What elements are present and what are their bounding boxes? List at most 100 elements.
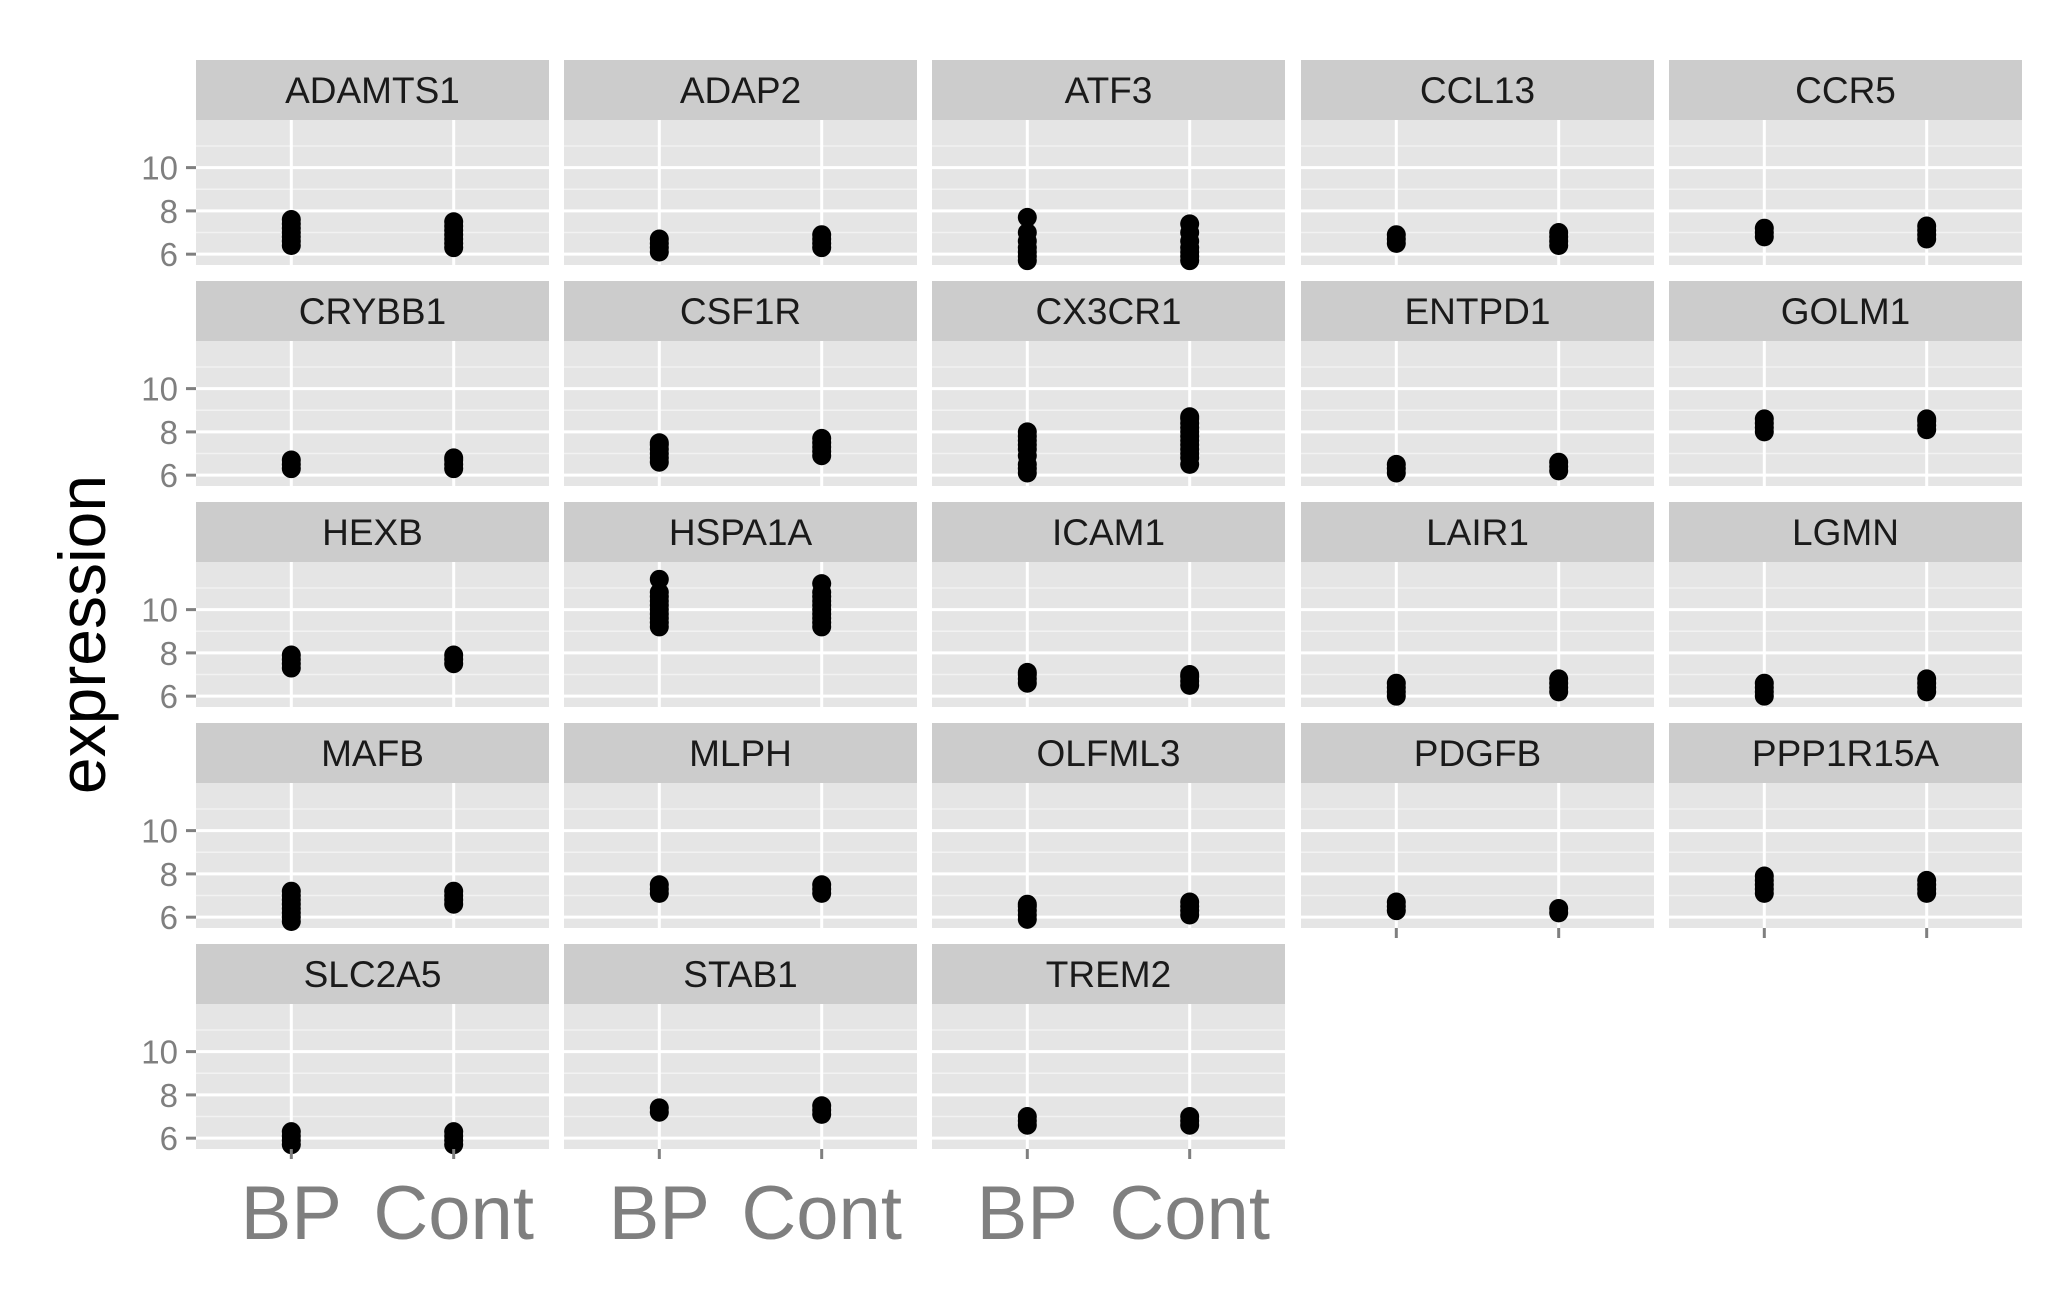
facet-strip bbox=[1669, 502, 2022, 562]
data-point bbox=[1754, 866, 1774, 886]
y-tick-label: 6 bbox=[160, 1120, 178, 1157]
facet-panel: PPP1R15A bbox=[1669, 723, 2022, 938]
panel-background bbox=[1301, 783, 1654, 928]
data-point bbox=[281, 450, 301, 470]
y-tick-label: 8 bbox=[160, 414, 178, 451]
data-point bbox=[649, 582, 669, 602]
facet-strip-label: MAFB bbox=[321, 733, 424, 774]
data-point bbox=[444, 881, 464, 901]
facet-panel: TREM2 BP Cont bbox=[932, 944, 1285, 1256]
data-point bbox=[1386, 454, 1406, 474]
panel-background bbox=[1669, 783, 2022, 928]
facet-strip-label: CRYBB1 bbox=[299, 291, 446, 332]
panel-background bbox=[196, 120, 549, 265]
y-tick-label: 8 bbox=[160, 856, 178, 893]
y-tick-label: 6 bbox=[160, 899, 178, 936]
data-point bbox=[1180, 214, 1200, 234]
data-point bbox=[1017, 1107, 1037, 1127]
y-axis-label: expression bbox=[45, 475, 119, 794]
facet-strip bbox=[932, 60, 1285, 120]
data-point bbox=[444, 448, 464, 468]
facet-strip-label: ICAM1 bbox=[1052, 512, 1165, 553]
facet-strip-label: PPP1R15A bbox=[1752, 733, 1939, 774]
facet-strip bbox=[564, 502, 917, 562]
panel-background bbox=[932, 1004, 1285, 1149]
panel-background bbox=[1301, 341, 1654, 486]
panel-background bbox=[564, 120, 917, 265]
data-point bbox=[1386, 673, 1406, 693]
facet-strip bbox=[1301, 502, 1654, 562]
facet-panel: CCR5 bbox=[1669, 60, 2022, 265]
facet-strip-label: GOLM1 bbox=[1781, 291, 1911, 332]
facet-strip-label: ATF3 bbox=[1065, 70, 1153, 111]
facet-panel: ICAM1 bbox=[932, 502, 1285, 707]
y-tick-label: 6 bbox=[160, 678, 178, 715]
facet-strip bbox=[1669, 281, 2022, 341]
facet-panel: LGMN bbox=[1669, 502, 2022, 707]
facet-strip bbox=[564, 723, 917, 783]
facet-strip bbox=[196, 60, 549, 120]
facet-strip-label: ADAMTS1 bbox=[285, 70, 460, 111]
data-point bbox=[1017, 422, 1037, 442]
data-point bbox=[1549, 669, 1569, 689]
facet-strip bbox=[932, 281, 1285, 341]
facet-strip-label: ENTPD1 bbox=[1405, 291, 1551, 332]
facet-strip bbox=[932, 502, 1285, 562]
facet-panel: MAFB 6 8 10 bbox=[141, 723, 549, 936]
panel-background bbox=[1669, 341, 2022, 486]
facet-strip bbox=[1669, 60, 2022, 120]
data-point bbox=[1017, 894, 1037, 914]
facet-panel: CRYBB1 6 8 10 bbox=[141, 281, 549, 494]
facet-strip-label: HEXB bbox=[322, 512, 423, 553]
facet-strip-label: HSPA1A bbox=[669, 512, 813, 553]
panel-background bbox=[1301, 562, 1654, 707]
facet-strip bbox=[932, 944, 1285, 1004]
data-point bbox=[1754, 409, 1774, 429]
facet-strip-label: LAIR1 bbox=[1426, 512, 1529, 553]
panel-background bbox=[564, 783, 917, 928]
panel-background bbox=[196, 783, 549, 928]
data-point bbox=[1549, 223, 1569, 243]
data-point bbox=[281, 210, 301, 230]
facet-strip-label: CSF1R bbox=[680, 291, 801, 332]
y-tick-label: 10 bbox=[141, 592, 178, 629]
panel-background bbox=[932, 783, 1285, 928]
facet-panel: HSPA1A bbox=[564, 502, 917, 707]
panel-background bbox=[932, 341, 1285, 486]
facet-panel: CSF1R bbox=[564, 281, 917, 486]
data-point bbox=[1549, 899, 1569, 919]
data-point bbox=[812, 428, 832, 448]
facet-strip-label: STAB1 bbox=[683, 954, 797, 995]
data-point bbox=[649, 229, 669, 249]
data-point bbox=[1386, 892, 1406, 912]
panel-background bbox=[932, 562, 1285, 707]
facet-strip bbox=[932, 723, 1285, 783]
y-tick-label: 6 bbox=[160, 457, 178, 494]
data-point bbox=[281, 1122, 301, 1142]
x-tick-label: Cont bbox=[373, 1171, 534, 1256]
data-point bbox=[1917, 216, 1937, 236]
facet-panel: OLFML3 bbox=[932, 723, 1285, 929]
data-point bbox=[812, 875, 832, 895]
facet-panel: CX3CR1 bbox=[932, 281, 1285, 486]
x-tick-label: BP bbox=[609, 1171, 710, 1256]
data-point bbox=[1917, 870, 1937, 890]
facet-panel: ENTPD1 bbox=[1301, 281, 1654, 486]
facet-strip-label: PDGFB bbox=[1414, 733, 1541, 774]
facet-strip-label: CCR5 bbox=[1795, 70, 1896, 111]
data-point bbox=[1754, 673, 1774, 693]
data-point bbox=[1017, 662, 1037, 682]
facet-strip bbox=[1301, 723, 1654, 783]
facet-strip bbox=[196, 723, 549, 783]
facet-strip-label: CCL13 bbox=[1420, 70, 1535, 111]
facet-panel: ADAP2 bbox=[564, 60, 917, 265]
facet-panel: LAIR1 bbox=[1301, 502, 1654, 707]
facet-strip bbox=[564, 60, 917, 120]
facet-panel: ADAMTS1 6 8 10 bbox=[141, 60, 549, 273]
data-point bbox=[1917, 409, 1937, 429]
facet-panel: HEXB 6 8 10 bbox=[141, 502, 549, 715]
data-point bbox=[1754, 218, 1774, 238]
data-point bbox=[281, 881, 301, 901]
data-point bbox=[812, 574, 832, 594]
